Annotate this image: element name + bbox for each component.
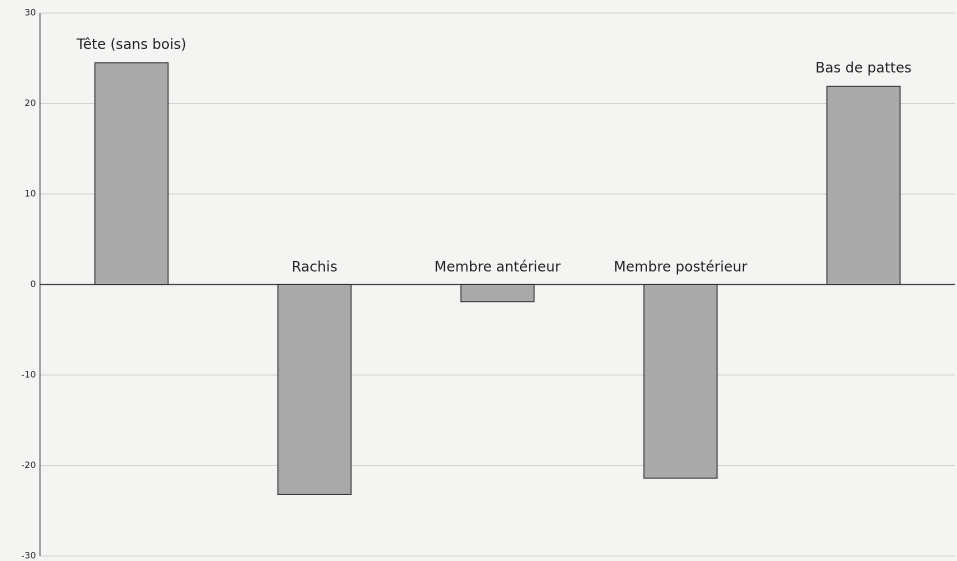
y-tick-label: 0 — [30, 280, 36, 290]
y-tick-label: 20 — [25, 99, 37, 109]
category-label: Tête (sans bois) — [76, 37, 187, 53]
y-tick-label: 10 — [25, 190, 37, 200]
category-label: Membre postérieur — [614, 260, 748, 276]
category-label: Bas de pattes — [815, 60, 911, 76]
y-tick-label: -30 — [21, 552, 36, 561]
bar — [643, 284, 718, 479]
bar — [460, 284, 535, 303]
y-tick-label: -10 — [21, 371, 36, 381]
bar — [826, 85, 901, 286]
bar — [94, 62, 169, 286]
y-tick-label: -20 — [21, 461, 36, 471]
category-label: Membre antérieur — [434, 260, 560, 276]
category-label: Rachis — [292, 260, 338, 276]
bar — [277, 284, 352, 495]
y-tick-label: 30 — [25, 9, 37, 19]
